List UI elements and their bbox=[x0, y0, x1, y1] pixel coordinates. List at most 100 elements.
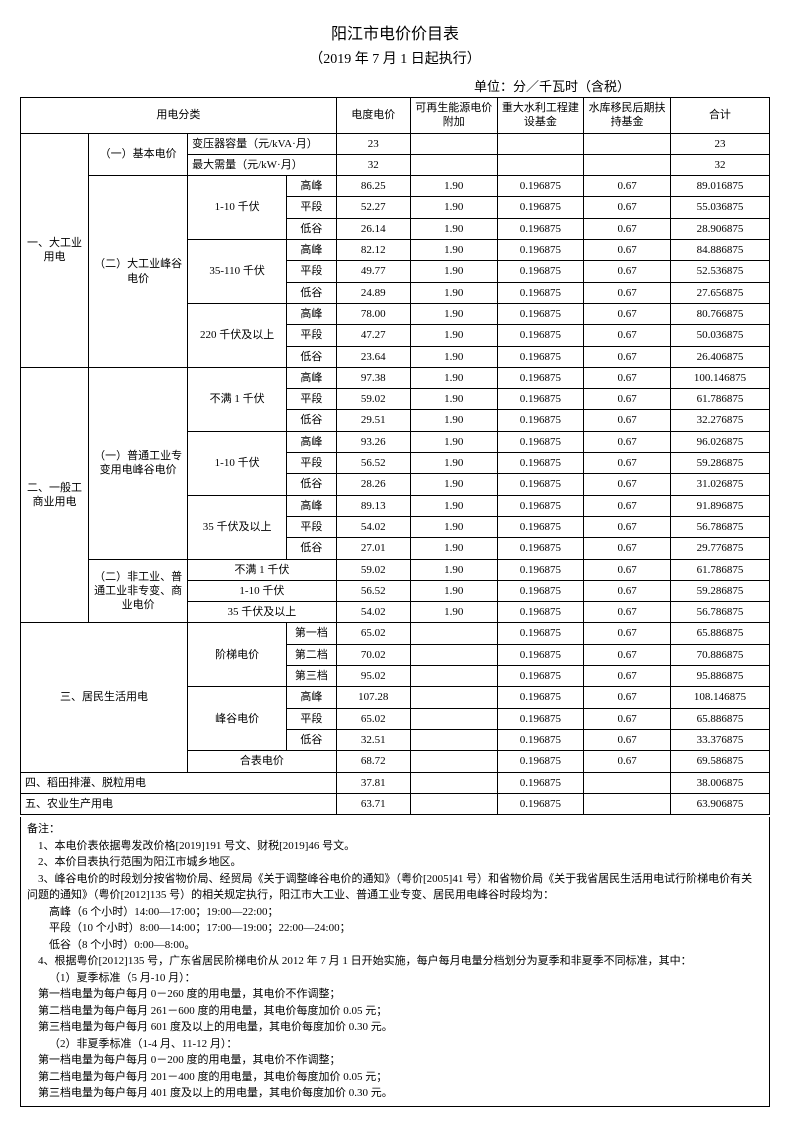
header-migrant: 水库移民后期扶持基金 bbox=[584, 98, 671, 134]
cat2-label: 二、一般工商业用电 bbox=[21, 367, 89, 623]
cell: 0.196875 bbox=[497, 666, 584, 687]
cell: 1.90 bbox=[410, 538, 497, 559]
cell: 0.67 bbox=[584, 218, 671, 239]
cell: 0.196875 bbox=[497, 708, 584, 729]
notes-header: 备注： bbox=[27, 821, 763, 838]
cell: 0.196875 bbox=[497, 538, 584, 559]
cell: 37.81 bbox=[336, 772, 410, 793]
cell: 70.02 bbox=[336, 644, 410, 665]
cell bbox=[584, 793, 671, 814]
cell: 63.906875 bbox=[670, 793, 769, 814]
cell: 1.90 bbox=[410, 325, 497, 346]
cell bbox=[497, 133, 584, 154]
cell: 32 bbox=[336, 154, 410, 175]
cell: 89.13 bbox=[336, 495, 410, 516]
period: 低谷 bbox=[287, 538, 337, 559]
note-4: 4、根据粤价[2012]135 号，广东省居民阶梯电价从 2012 年 7 月 … bbox=[27, 953, 763, 970]
cell: 1.90 bbox=[410, 303, 497, 324]
cell: 69.586875 bbox=[670, 751, 769, 772]
note-4a: （1）夏季标准（5 月-10 月）： bbox=[27, 970, 763, 987]
cat3-2-label: 峰谷电价 bbox=[188, 687, 287, 751]
cell: 23 bbox=[336, 133, 410, 154]
note-3: 3、峰谷电价的时段划分按省物价局、经贸局《关于调整峰谷电价的通知》（粤价[200… bbox=[27, 871, 763, 904]
cell: 0.67 bbox=[584, 580, 671, 601]
cell: 0.196875 bbox=[497, 453, 584, 474]
unit-label: 单位：分／千瓦时（含税） bbox=[20, 76, 770, 95]
cell: 26.406875 bbox=[670, 346, 769, 367]
note-4a1: 第一档电量为每户每月 0－260 度的用电量，其电价不作调整； bbox=[27, 986, 763, 1003]
cell: 0.67 bbox=[584, 431, 671, 452]
cell: 65.886875 bbox=[670, 708, 769, 729]
cell: 33.376875 bbox=[670, 729, 769, 750]
voltage: 1-10 千伏 bbox=[188, 176, 287, 240]
cell: 47.27 bbox=[336, 325, 410, 346]
cell: 0.67 bbox=[584, 453, 671, 474]
period: 低谷 bbox=[287, 218, 337, 239]
period: 高峰 bbox=[287, 303, 337, 324]
cat2-1-label: （一）普通工业专变用电峰谷电价 bbox=[89, 367, 188, 559]
cell: 0.67 bbox=[584, 303, 671, 324]
cell: 0.196875 bbox=[497, 559, 584, 580]
cell: 0.67 bbox=[584, 708, 671, 729]
period: 第一档 bbox=[287, 623, 337, 644]
period: 高峰 bbox=[287, 367, 337, 388]
cell bbox=[410, 644, 497, 665]
cell: 61.786875 bbox=[670, 389, 769, 410]
note-2: 2、本价目表执行范围为阳江市城乡地区。 bbox=[27, 854, 763, 871]
cell: 24.89 bbox=[336, 282, 410, 303]
cell: 52.27 bbox=[336, 197, 410, 218]
cell: 59.02 bbox=[336, 559, 410, 580]
cell: 54.02 bbox=[336, 516, 410, 537]
cell: 59.286875 bbox=[670, 453, 769, 474]
cell: 0.196875 bbox=[497, 644, 584, 665]
cell: 84.886875 bbox=[670, 240, 769, 261]
cell: 56.52 bbox=[336, 453, 410, 474]
cell: 93.26 bbox=[336, 431, 410, 452]
cell: 0.196875 bbox=[497, 367, 584, 388]
cell bbox=[410, 623, 497, 644]
page-subtitle: （2019 年 7 月 1 日起执行） bbox=[20, 48, 770, 68]
header-renewable: 可再生能源电价附加 bbox=[410, 98, 497, 134]
cell bbox=[584, 154, 671, 175]
note-4b2: 第二档电量为每户每月 201－400 度的用电量，其电价每度加价 0.05 元； bbox=[27, 1069, 763, 1086]
cell bbox=[584, 133, 671, 154]
cell: 1.90 bbox=[410, 495, 497, 516]
cell: 0.196875 bbox=[497, 623, 584, 644]
header-category: 用电分类 bbox=[21, 98, 337, 134]
cell: 56.786875 bbox=[670, 602, 769, 623]
cell: 32 bbox=[670, 154, 769, 175]
voltage: 不满 1 千伏 bbox=[188, 367, 287, 431]
cell: 0.196875 bbox=[497, 282, 584, 303]
cat3-1-label: 阶梯电价 bbox=[188, 623, 287, 687]
cell: 0.67 bbox=[584, 495, 671, 516]
note-3c: 低谷（8 个小时）0:00—8:00。 bbox=[27, 937, 763, 954]
cell: 0.67 bbox=[584, 666, 671, 687]
cell: 1.90 bbox=[410, 431, 497, 452]
voltage: 不满 1 千伏 bbox=[188, 559, 337, 580]
cell: 0.196875 bbox=[497, 751, 584, 772]
cell: 1.90 bbox=[410, 197, 497, 218]
cell: 54.02 bbox=[336, 602, 410, 623]
price-table: 用电分类 电度电价 可再生能源电价附加 重大水利工程建设基金 水库移民后期扶持基… bbox=[20, 97, 770, 815]
cell: 0.196875 bbox=[497, 495, 584, 516]
note-1: 1、本电价表依据粤发改价格[2019]191 号文、财税[2019]46 号文。 bbox=[27, 838, 763, 855]
cat2-2-label: （二）非工业、普通工业非专变、商业电价 bbox=[89, 559, 188, 623]
cell: 0.67 bbox=[584, 644, 671, 665]
cell: 0.196875 bbox=[497, 431, 584, 452]
cat3-3-label: 合表电价 bbox=[188, 751, 337, 772]
cell: 27.656875 bbox=[670, 282, 769, 303]
cell: 28.26 bbox=[336, 474, 410, 495]
cell: 0.67 bbox=[584, 687, 671, 708]
cell: 1.90 bbox=[410, 410, 497, 431]
cell: 97.38 bbox=[336, 367, 410, 388]
cell: 23 bbox=[670, 133, 769, 154]
cell: 49.77 bbox=[336, 261, 410, 282]
cell: 0.196875 bbox=[497, 793, 584, 814]
cat1-2-label: （二）大工业峰谷电价 bbox=[89, 176, 188, 368]
period: 平段 bbox=[287, 453, 337, 474]
cell: 65.02 bbox=[336, 623, 410, 644]
cell: 0.196875 bbox=[497, 240, 584, 261]
cell: 1.90 bbox=[410, 240, 497, 261]
cell: 28.906875 bbox=[670, 218, 769, 239]
cat3-label: 三、居民生活用电 bbox=[21, 623, 188, 772]
